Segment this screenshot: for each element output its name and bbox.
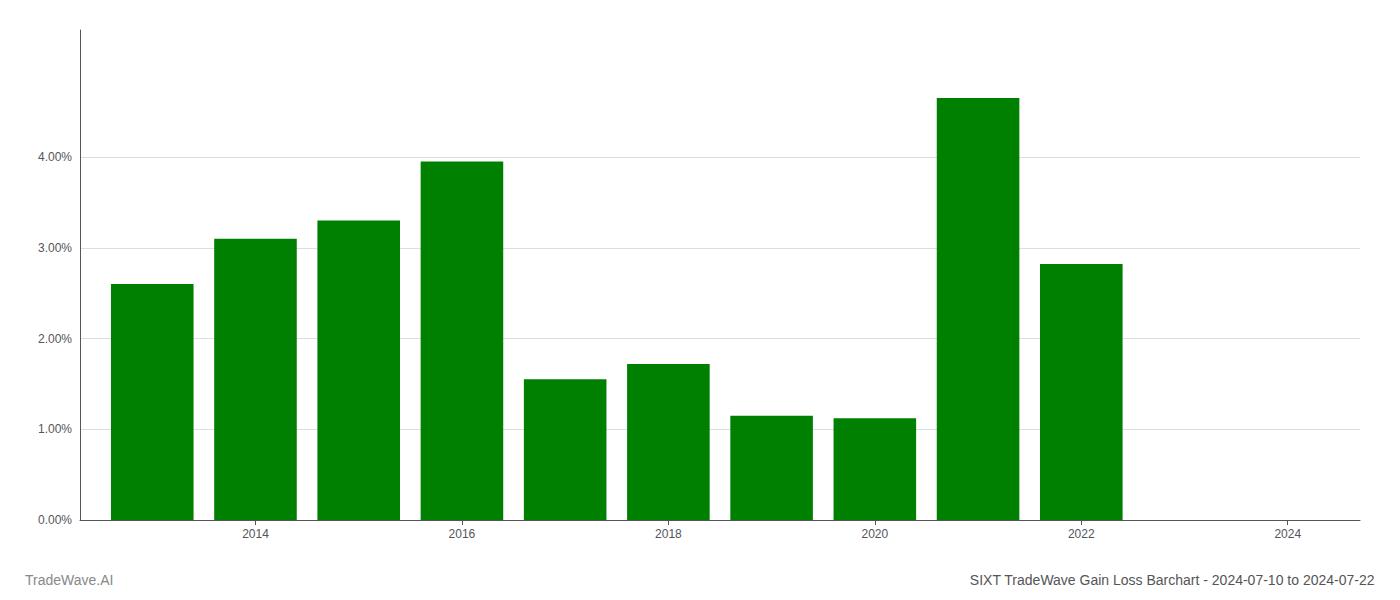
svg-text:2022: 2022 [1068,527,1095,541]
svg-text:SIXT TradeWave Gain Loss Barch: SIXT TradeWave Gain Loss Barchart - 2024… [970,572,1375,588]
svg-text:2.00%: 2.00% [38,332,72,346]
svg-text:2014: 2014 [242,527,269,541]
svg-text:2024: 2024 [1274,527,1301,541]
svg-text:2016: 2016 [449,527,476,541]
svg-text:2018: 2018 [655,527,682,541]
svg-text:1.00%: 1.00% [38,422,72,436]
svg-text:3.00%: 3.00% [38,241,72,255]
svg-text:4.00%: 4.00% [38,150,72,164]
svg-text:2020: 2020 [861,527,888,541]
svg-text:TradeWave.AI: TradeWave.AI [25,572,113,588]
svg-text:0.00%: 0.00% [38,513,72,527]
